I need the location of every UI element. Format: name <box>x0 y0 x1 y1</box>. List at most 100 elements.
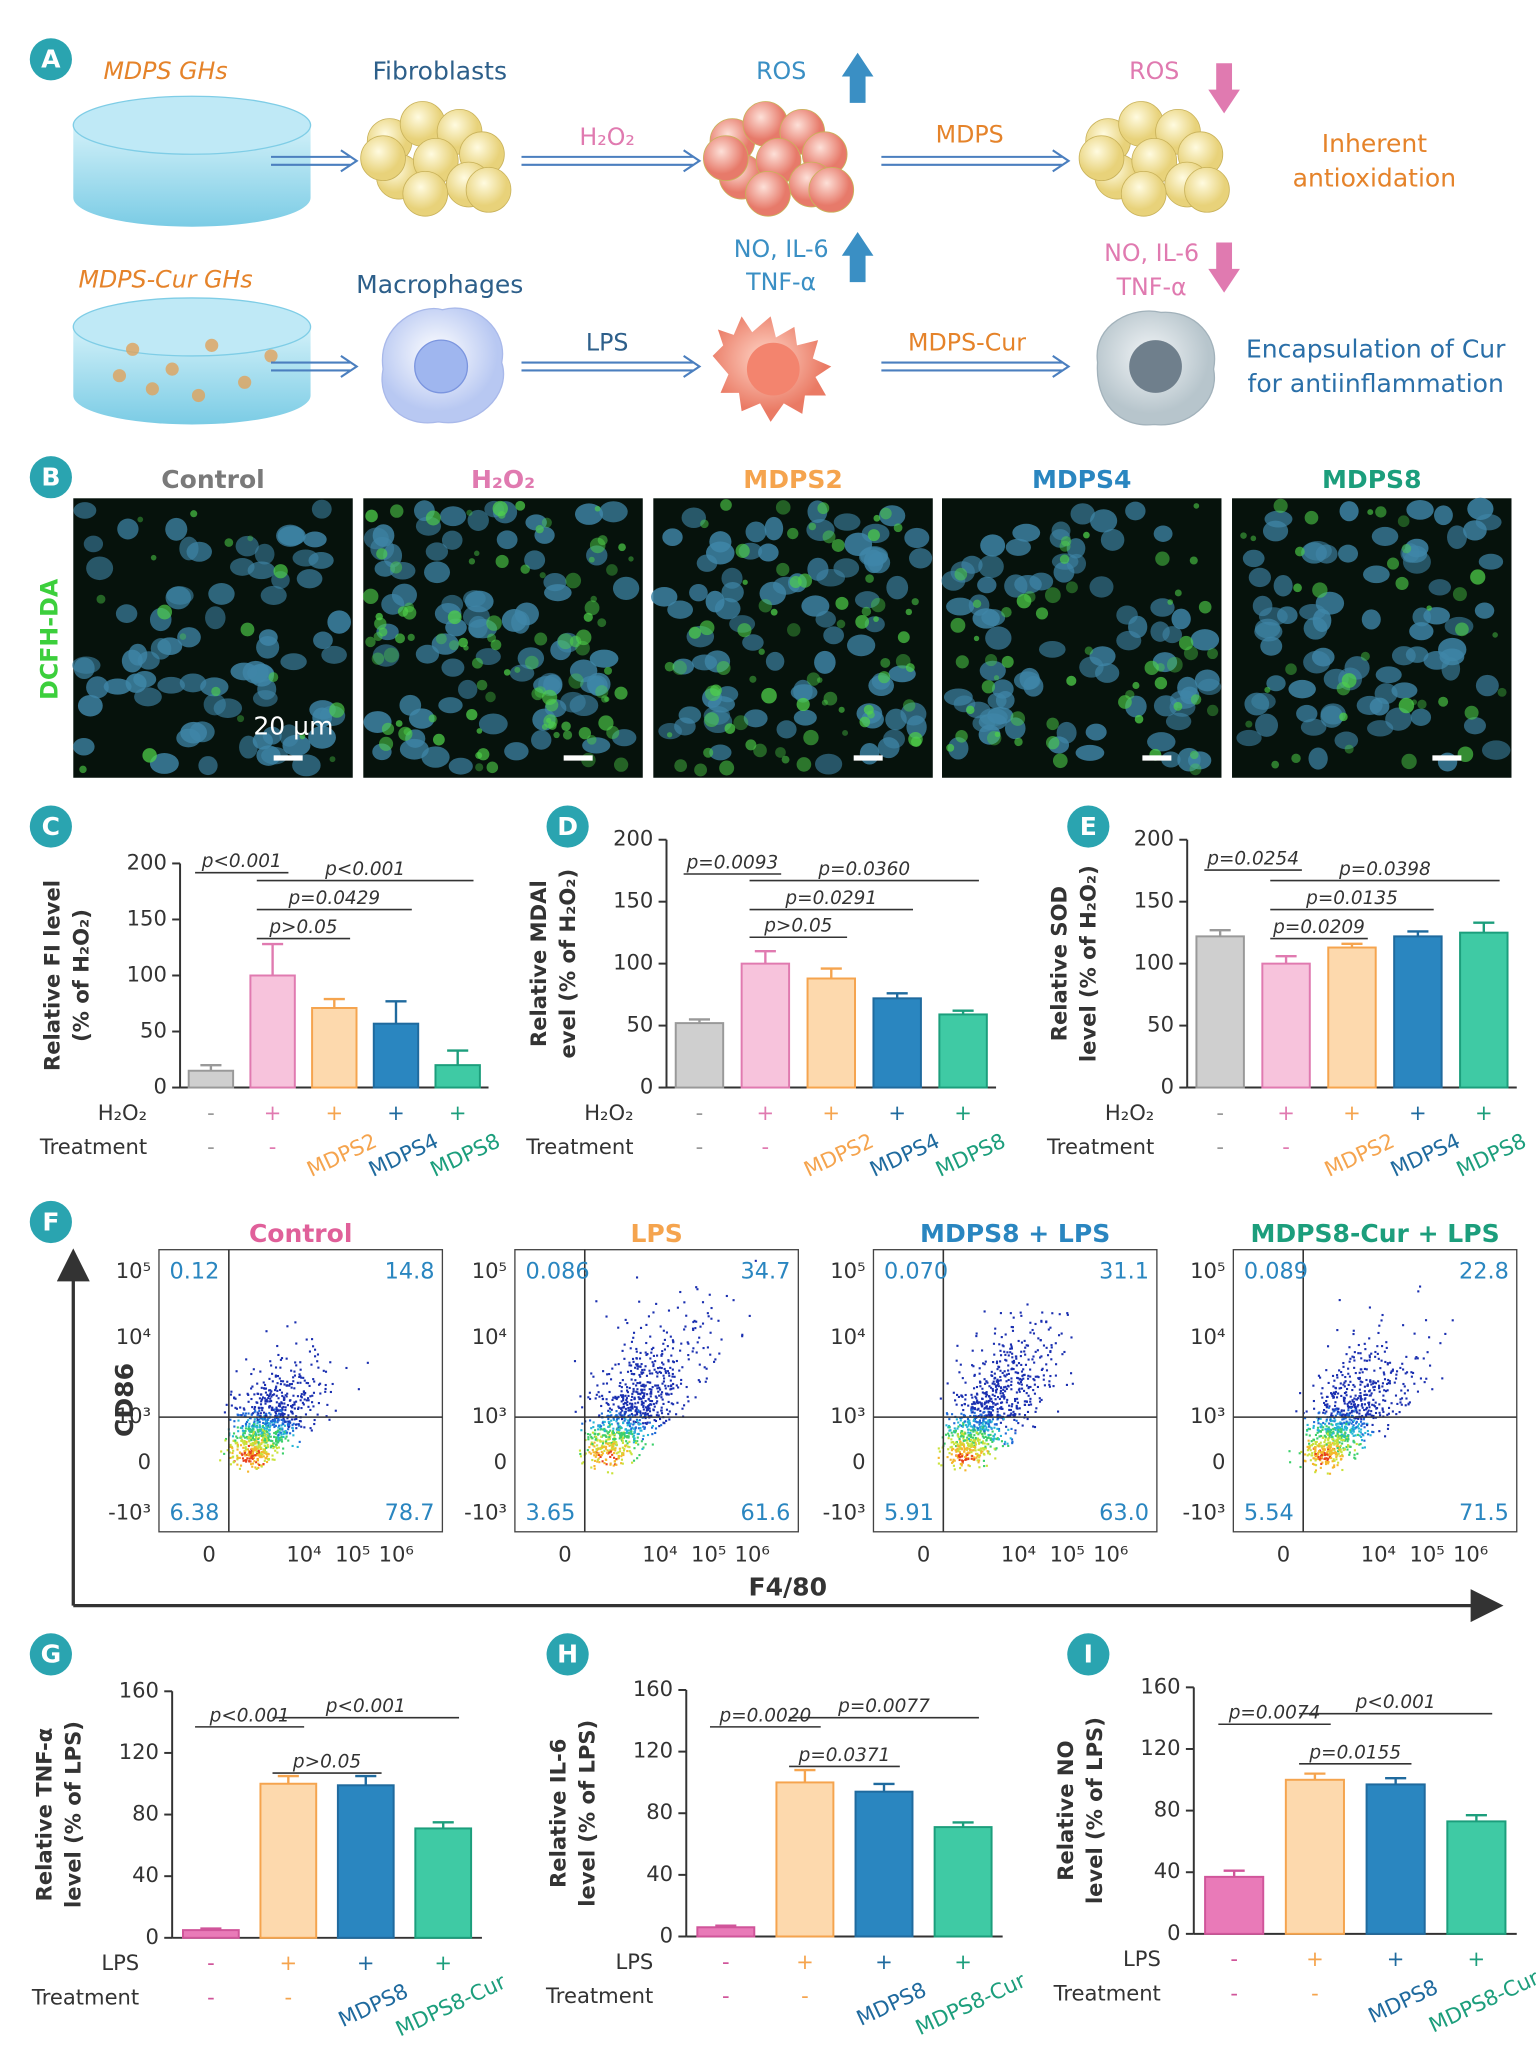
event <box>657 1414 660 1417</box>
event <box>613 1451 616 1455</box>
nucleus <box>1374 683 1398 705</box>
event <box>1366 1424 1369 1427</box>
event <box>976 1439 980 1442</box>
fluorescence <box>733 715 749 731</box>
event <box>1391 1369 1394 1372</box>
event <box>1034 1350 1037 1353</box>
x-tick-label: 0 <box>1277 1542 1290 1567</box>
event <box>623 1435 626 1438</box>
event <box>1373 1385 1376 1388</box>
event <box>634 1414 637 1417</box>
event <box>1357 1404 1360 1407</box>
event <box>278 1424 281 1427</box>
quadrant-value: 0.070 <box>884 1259 948 1285</box>
event <box>1405 1371 1409 1374</box>
event <box>620 1400 623 1403</box>
event <box>621 1349 624 1352</box>
event <box>963 1403 966 1406</box>
event <box>1368 1337 1371 1340</box>
event <box>1351 1420 1355 1423</box>
event <box>299 1395 303 1398</box>
fluorescence <box>435 633 447 645</box>
event <box>232 1449 235 1452</box>
event <box>1325 1406 1329 1409</box>
event <box>612 1427 615 1430</box>
event <box>958 1456 961 1459</box>
event <box>1339 1448 1342 1451</box>
event <box>598 1414 601 1417</box>
event <box>640 1363 643 1366</box>
nucleus <box>1447 525 1467 550</box>
event <box>1332 1410 1335 1413</box>
event <box>293 1407 296 1410</box>
event <box>581 1462 584 1465</box>
event <box>620 1390 623 1393</box>
event <box>637 1443 640 1446</box>
event <box>1025 1392 1028 1395</box>
fluorescence <box>1367 509 1374 516</box>
event <box>660 1406 663 1409</box>
nucleus <box>1308 747 1328 770</box>
event <box>958 1451 961 1454</box>
event <box>277 1429 280 1432</box>
event <box>1368 1306 1371 1309</box>
event <box>621 1409 624 1412</box>
event <box>974 1437 977 1441</box>
event <box>671 1375 674 1378</box>
fluorescence <box>836 619 846 629</box>
event <box>1048 1383 1051 1386</box>
panel-label: F <box>42 1207 59 1236</box>
event <box>1001 1445 1004 1448</box>
event <box>1342 1448 1345 1452</box>
event <box>1334 1419 1337 1422</box>
event <box>1334 1428 1337 1431</box>
event <box>630 1340 634 1343</box>
event <box>1045 1321 1048 1324</box>
fluorescence <box>1397 515 1410 528</box>
event <box>1309 1449 1312 1452</box>
event <box>667 1400 670 1403</box>
event <box>969 1449 972 1452</box>
event <box>1353 1366 1356 1369</box>
nucleus <box>441 658 465 677</box>
event <box>978 1438 981 1441</box>
event <box>989 1397 992 1400</box>
event <box>1351 1399 1354 1402</box>
event <box>955 1440 958 1444</box>
event <box>983 1378 986 1381</box>
fluorescence <box>1023 591 1036 603</box>
event <box>610 1414 613 1417</box>
event <box>1058 1313 1061 1316</box>
quadrant-value: 0.086 <box>525 1259 589 1285</box>
event <box>1010 1388 1013 1391</box>
event <box>1033 1425 1037 1429</box>
nucleus <box>205 606 226 630</box>
event <box>1416 1357 1419 1360</box>
event <box>618 1412 621 1415</box>
event <box>1027 1394 1030 1397</box>
event <box>1333 1442 1336 1445</box>
event <box>1331 1438 1334 1441</box>
fluorescence <box>365 636 376 648</box>
event <box>981 1349 984 1352</box>
event <box>952 1391 955 1394</box>
event <box>324 1370 328 1373</box>
event <box>651 1372 654 1375</box>
nucleus <box>478 713 508 735</box>
event <box>223 1411 226 1414</box>
nucleus <box>103 678 132 695</box>
fluorescence <box>1189 556 1198 565</box>
event <box>628 1386 631 1389</box>
event <box>971 1426 975 1429</box>
event <box>621 1395 624 1398</box>
row-value: + <box>822 1100 840 1125</box>
bar <box>1365 1783 1426 1935</box>
event <box>626 1434 629 1438</box>
event <box>948 1452 951 1455</box>
event <box>668 1410 671 1413</box>
event <box>276 1408 279 1411</box>
event <box>298 1424 301 1427</box>
event <box>295 1364 298 1367</box>
